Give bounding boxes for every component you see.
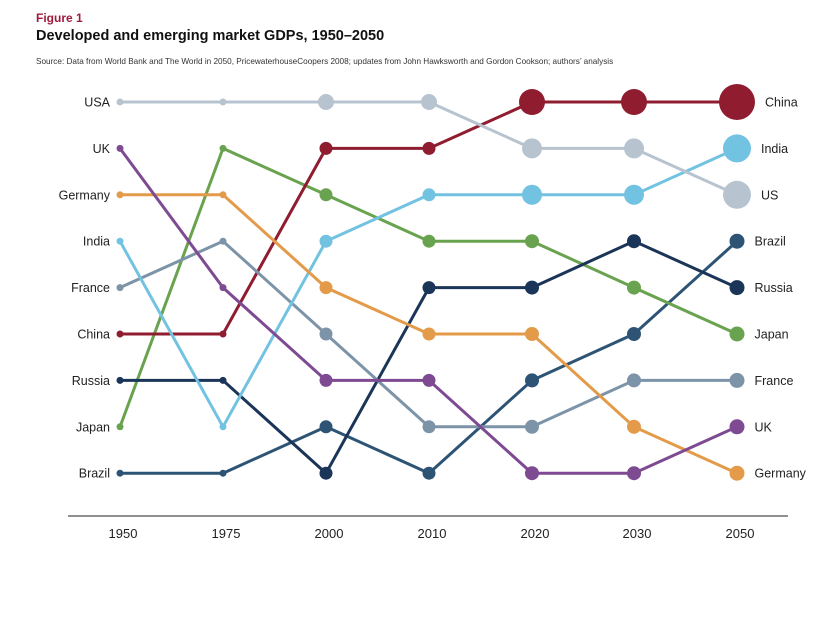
marker-india-1975 — [219, 423, 227, 431]
series-line-brazil — [120, 240, 739, 475]
x-tick-2030: 2030 — [623, 526, 652, 541]
start-label-japan: Japan — [76, 420, 110, 434]
start-labels: USA UK Germany India France China Russia Japan B… — [59, 96, 111, 481]
end-label-japan: Japan — [755, 328, 789, 342]
marker-usa-2010 — [421, 94, 437, 110]
marker-russia-2050 — [729, 280, 745, 296]
end-label-uk: UK — [755, 420, 773, 434]
marker-usa-1975 — [219, 98, 227, 106]
marker-usa-1950 — [116, 98, 124, 106]
start-label-brazil: Brazil — [79, 467, 110, 481]
x-tick-1975: 1975 — [212, 526, 241, 541]
end-label-brazil: Brazil — [755, 235, 786, 249]
start-label-france: France — [71, 281, 110, 295]
marker-france-2050 — [729, 372, 745, 388]
marker-uk-1975 — [219, 284, 227, 292]
marker-france-2010 — [422, 420, 436, 434]
x-axis-ticks: 1950 1975 2000 2010 2020 2030 2050 — [109, 526, 755, 541]
marker-russia-1975 — [219, 376, 227, 384]
marker-china-2010 — [422, 141, 436, 155]
marker-uk-2000 — [319, 373, 333, 387]
marker-uk-2010 — [422, 373, 436, 387]
end-label-usa: US — [761, 188, 778, 202]
series-line-china — [120, 100, 737, 336]
marker-china-2030 — [621, 89, 647, 115]
end-label-russia: Russia — [755, 281, 793, 295]
figure-label: Figure 1 — [36, 11, 83, 25]
marker-france-1950 — [116, 284, 124, 292]
marker-usa-2020 — [522, 138, 542, 159]
end-label-france: France — [755, 374, 794, 388]
end-label-germany: Germany — [755, 467, 807, 481]
start-label-china: China — [77, 328, 110, 342]
marker-usa-2050 — [723, 180, 751, 209]
start-label-uk: UK — [93, 142, 111, 156]
marker-brazil-2050 — [729, 233, 745, 249]
marker-japan-1975 — [219, 144, 227, 152]
marker-germany-2010 — [422, 327, 436, 341]
end-label-china: China — [765, 96, 798, 110]
marker-usa-2030 — [624, 138, 644, 159]
marker-brazil-1975 — [219, 469, 227, 477]
marker-japan-2020 — [525, 234, 539, 249]
marker-usa-2000 — [318, 94, 334, 110]
marker-brazil-2010 — [422, 466, 436, 480]
marker-india-2030 — [624, 184, 644, 205]
x-tick-2010: 2010 — [418, 526, 447, 541]
marker-russia-1950 — [116, 376, 124, 384]
marker-china-1950 — [116, 330, 124, 338]
marker-germany-2050 — [729, 465, 745, 481]
marker-germany-1950 — [116, 191, 124, 199]
marker-brazil-1950 — [116, 469, 124, 477]
marker-uk-2030 — [627, 466, 641, 481]
x-tick-2020: 2020 — [521, 526, 550, 541]
marker-russia-2010 — [422, 281, 436, 295]
marker-india-2020 — [522, 184, 542, 205]
series-markers — [116, 84, 755, 481]
marker-india-2050 — [723, 134, 751, 163]
marker-france-2000 — [319, 327, 333, 341]
marker-brazil-2020 — [525, 373, 539, 388]
marker-japan-2030 — [627, 280, 641, 295]
start-label-germany: Germany — [59, 188, 111, 202]
series-line-russia — [120, 239, 738, 475]
marker-china-2050 — [719, 84, 755, 120]
marker-germany-2030 — [627, 419, 641, 434]
marker-uk-1950 — [116, 144, 124, 152]
marker-uk-2050 — [729, 419, 745, 435]
x-tick-2050: 2050 — [726, 526, 755, 541]
marker-russia-2020 — [525, 280, 539, 295]
marker-brazil-2000 — [319, 420, 333, 434]
start-label-russia: Russia — [72, 374, 110, 388]
marker-germany-2000 — [319, 281, 333, 295]
marker-china-2020 — [519, 89, 545, 115]
marker-brazil-2030 — [627, 327, 641, 341]
marker-france-2020 — [525, 419, 539, 434]
marker-japan-2000 — [319, 188, 333, 202]
end-labels: US UK Germany India France China Russia Japan Br… — [755, 96, 807, 481]
marker-india-2010 — [422, 188, 436, 202]
marker-india-2000 — [319, 234, 333, 248]
marker-russia-2030 — [627, 234, 641, 249]
marker-india-1950 — [116, 237, 124, 245]
x-tick-1950: 1950 — [109, 526, 138, 541]
marker-france-2030 — [627, 373, 641, 388]
chart-source: Source: Data from World Bank and The Wor… — [36, 57, 614, 66]
marker-russia-2000 — [319, 466, 333, 480]
marker-japan-2010 — [422, 234, 436, 248]
chart-title: Developed and emerging market GDPs, 1950… — [36, 28, 385, 44]
marker-germany-2020 — [525, 327, 539, 341]
marker-china-2000 — [319, 141, 333, 155]
marker-uk-2020 — [525, 466, 539, 481]
marker-germany-1975 — [219, 191, 227, 199]
marker-japan-2050 — [729, 326, 745, 342]
marker-japan-1950 — [116, 423, 124, 431]
start-label-india: India — [83, 235, 110, 249]
x-tick-2000: 2000 — [315, 526, 344, 541]
start-label-usa: USA — [84, 96, 110, 110]
marker-china-1975 — [219, 330, 227, 338]
end-label-india: India — [761, 142, 788, 156]
marker-france-1975 — [219, 237, 227, 245]
